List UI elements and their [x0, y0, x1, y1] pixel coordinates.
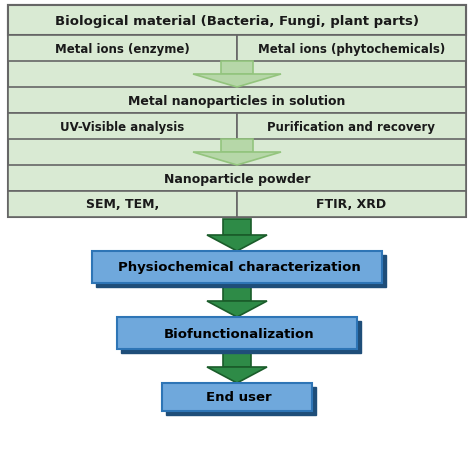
Text: FTIR, XRD: FTIR, XRD — [317, 198, 387, 211]
Bar — [162, 383, 312, 411]
Text: Biological material (Bacteria, Fungi, plant parts): Biological material (Bacteria, Fungi, pl… — [55, 14, 419, 28]
Text: Physiochemical characterization: Physiochemical characterization — [118, 261, 360, 274]
Bar — [8, 36, 237, 62]
Text: Metal ions (enzyme): Metal ions (enzyme) — [55, 42, 190, 55]
Bar — [237, 36, 466, 62]
Bar — [8, 6, 466, 36]
Bar — [221, 140, 253, 153]
Text: Metal ions (phytochemicals): Metal ions (phytochemicals) — [258, 42, 445, 55]
Text: UV-Visible analysis: UV-Visible analysis — [60, 120, 185, 133]
Bar — [237, 114, 466, 140]
Polygon shape — [193, 75, 281, 88]
Text: SEM, TEM,: SEM, TEM, — [86, 198, 159, 211]
Text: Metal nanoparticles in solution: Metal nanoparticles in solution — [128, 94, 346, 107]
Bar — [8, 6, 466, 218]
Polygon shape — [193, 153, 281, 166]
Bar — [92, 251, 382, 283]
Polygon shape — [207, 367, 267, 383]
Bar — [117, 317, 357, 349]
Bar — [223, 219, 251, 236]
Bar — [223, 351, 251, 367]
Text: End user: End user — [206, 391, 272, 404]
Bar — [237, 192, 466, 218]
Polygon shape — [207, 301, 267, 317]
Polygon shape — [207, 236, 267, 251]
Bar — [96, 256, 386, 288]
Bar — [121, 321, 361, 353]
Bar — [8, 88, 466, 114]
Bar — [8, 192, 237, 218]
Bar — [8, 114, 237, 140]
Bar — [221, 62, 253, 75]
Bar — [166, 387, 316, 415]
Text: Biofunctionalization: Biofunctionalization — [164, 327, 314, 340]
Bar — [8, 166, 466, 192]
Text: Nanoparticle powder: Nanoparticle powder — [164, 172, 310, 185]
Text: Purification and recovery: Purification and recovery — [267, 120, 436, 133]
Bar — [223, 286, 251, 301]
